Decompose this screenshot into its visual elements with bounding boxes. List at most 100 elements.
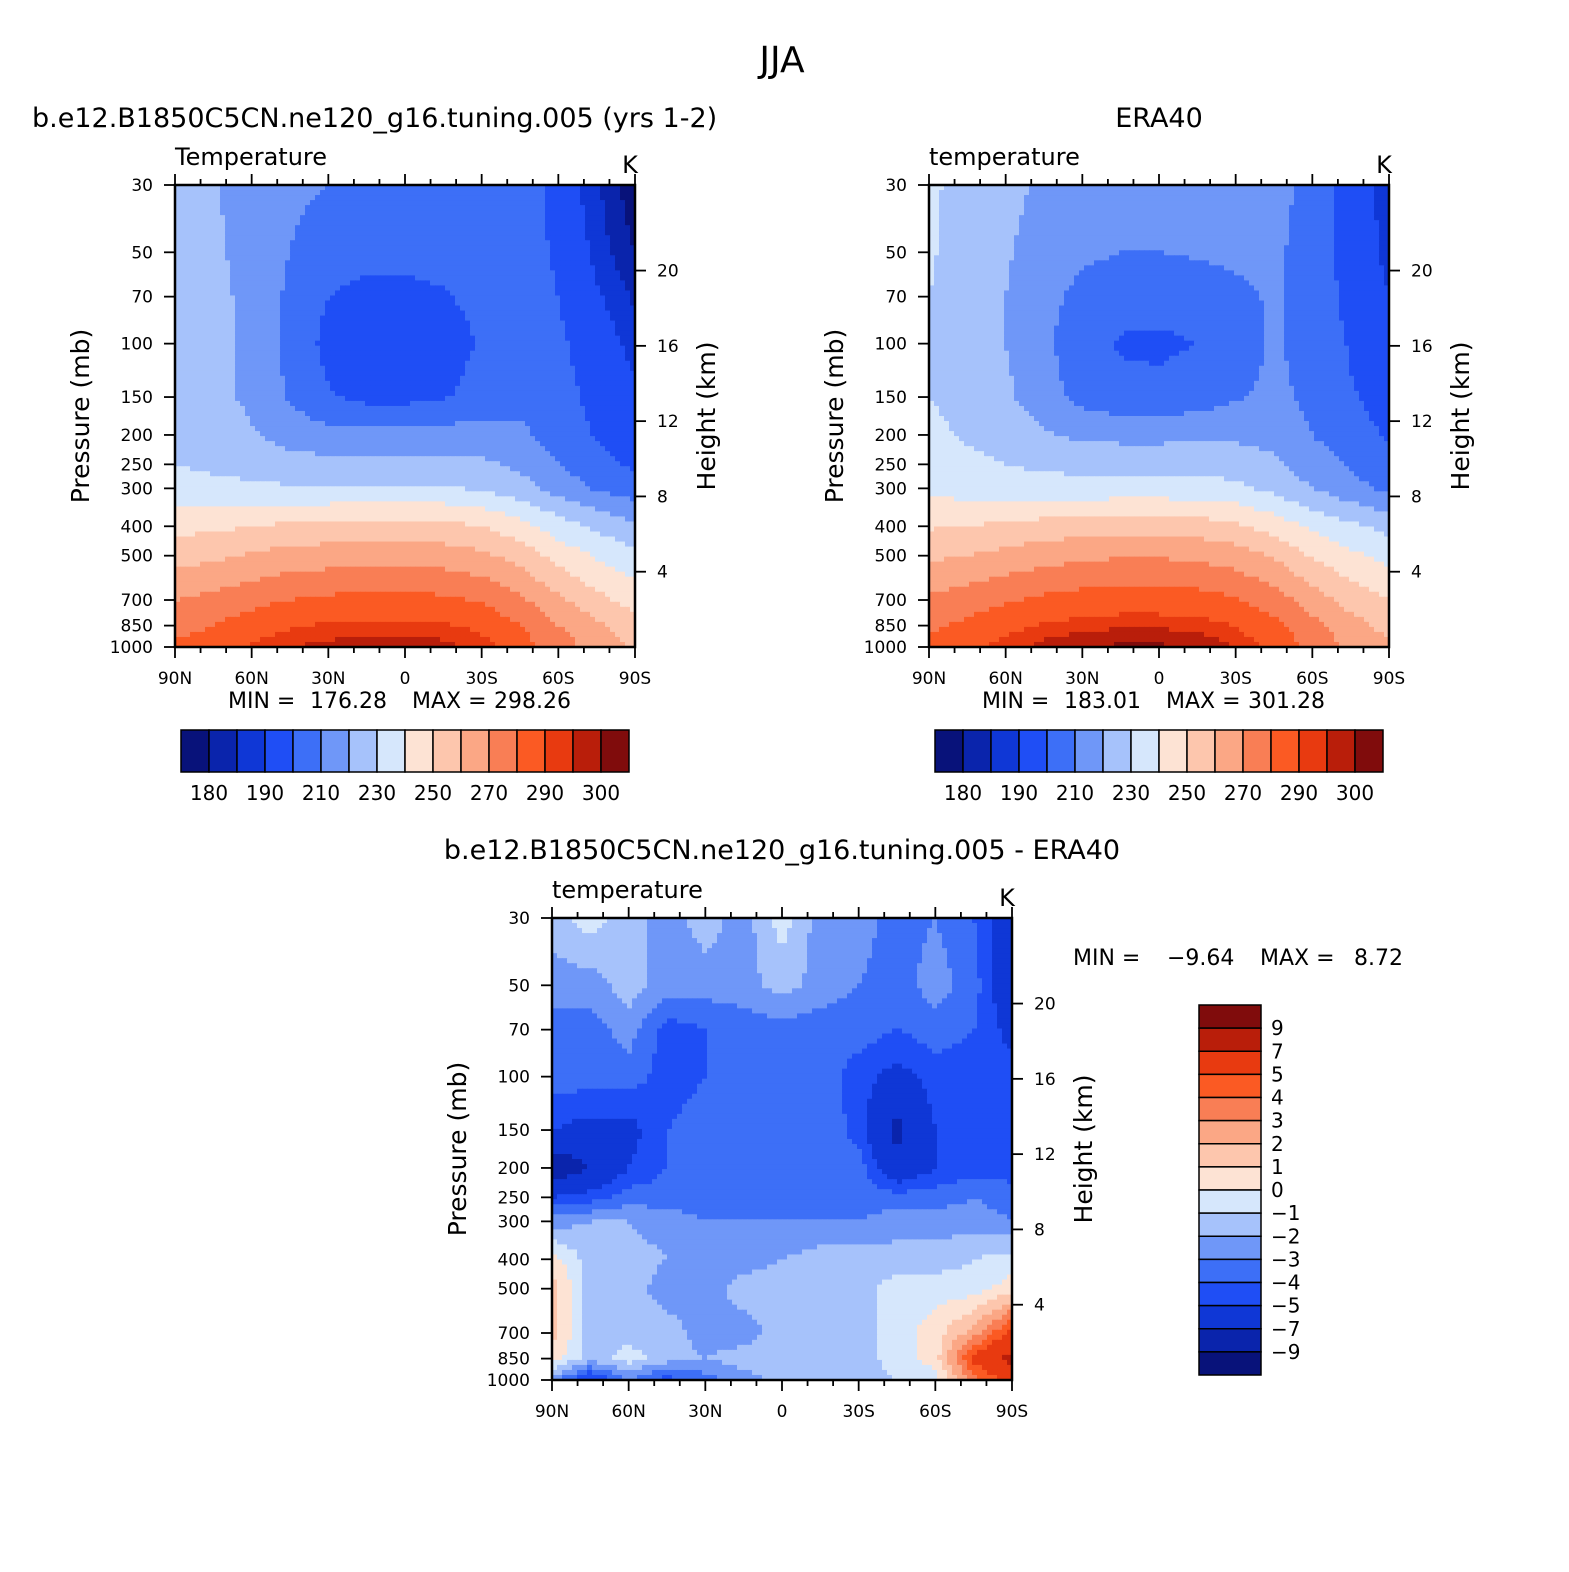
contour-cell: [320, 345, 326, 352]
contour-cell: [275, 235, 281, 241]
contour-cell: [485, 265, 491, 271]
contour-cell: [410, 446, 416, 452]
contour-cell: [495, 190, 501, 196]
contour-cell: [590, 190, 596, 196]
contour-cell: [225, 416, 231, 422]
contour-cell: [425, 220, 431, 226]
contour-cell: [210, 225, 216, 231]
contour-cell: [405, 385, 411, 392]
contour-cell: [630, 200, 636, 206]
contour-cell: [485, 260, 491, 266]
contour-cell: [265, 265, 271, 271]
contour-cell: [195, 456, 201, 462]
contour-cell: [580, 395, 586, 402]
contour-cell: [575, 280, 581, 287]
contour-cell: [285, 446, 291, 452]
contour-cell: [565, 370, 571, 377]
contour-cell: [205, 370, 211, 377]
contour-cell: [205, 451, 211, 457]
contour-cell: [570, 335, 576, 342]
contour-cell: [425, 265, 431, 271]
contour-cell: [285, 410, 291, 417]
contour-cell: [220, 330, 226, 337]
contour-cell: [200, 320, 206, 327]
contour-cell: [530, 330, 536, 337]
contour-cell: [575, 320, 581, 327]
contour-cell: [470, 441, 476, 447]
contour-cell: [435, 250, 441, 256]
contour-cell: [205, 360, 211, 367]
contour-cell: [325, 441, 331, 447]
contour-cell: [320, 200, 326, 206]
contour-cell: [235, 416, 241, 422]
contour-cell: [250, 235, 256, 241]
contour-fill: [175, 185, 636, 648]
contour-cell: [450, 451, 456, 457]
contour-cell: [235, 421, 241, 427]
contour-cell: [190, 315, 196, 322]
contour-cell: [380, 305, 386, 312]
contour-cell: [565, 325, 571, 332]
contour-cell: [485, 185, 491, 191]
contour-cell: [240, 421, 246, 427]
contour-cell: [590, 320, 596, 327]
contour-cell: [185, 250, 191, 256]
contour-cell: [430, 416, 436, 422]
contour-cell: [630, 421, 636, 427]
contour-cell: [500, 330, 506, 337]
contour-cell: [425, 320, 431, 327]
contour-cell: [495, 380, 501, 387]
contour-cell: [360, 265, 366, 271]
contour-cell: [510, 335, 516, 342]
contour-cell: [430, 215, 436, 221]
contour-cell: [495, 370, 501, 377]
contour-cell: [585, 230, 591, 236]
contour-cell: [310, 200, 316, 206]
contour-cell: [585, 255, 591, 261]
contour-cell: [475, 220, 481, 226]
contour-cell: [205, 431, 211, 437]
contour-cell: [500, 315, 506, 322]
contour-cell: [285, 240, 291, 246]
contour-cell: [450, 441, 456, 447]
contour-cell: [520, 380, 526, 387]
contour-cell: [595, 446, 601, 452]
contour-cell: [315, 375, 321, 382]
contour-cell: [420, 210, 426, 216]
contour-cell: [445, 245, 451, 251]
contour-cell: [340, 375, 346, 382]
contour-cell: [605, 446, 611, 452]
contour-cell: [230, 320, 236, 327]
contour-cell: [230, 205, 236, 211]
contour-cell: [535, 345, 541, 352]
contour-cell: [230, 225, 236, 231]
contour-cell: [190, 395, 196, 402]
contour-cell: [240, 320, 246, 327]
contour-cell: [500, 436, 506, 442]
contour-cell: [490, 395, 496, 402]
contour-cell: [250, 305, 256, 312]
contour-cell: [295, 300, 301, 307]
contour-cell: [555, 200, 561, 206]
contour-cell: [220, 456, 226, 462]
contour-cell: [470, 340, 476, 347]
contour-cell: [420, 250, 426, 256]
contour-cell: [455, 315, 461, 322]
contour-cell: [575, 436, 581, 442]
contour-cell: [630, 441, 636, 447]
contour-cell: [235, 230, 241, 236]
contour-cell: [490, 315, 496, 322]
contour-cell: [585, 410, 591, 417]
contour-cell: [320, 365, 326, 372]
contour-cell: [275, 431, 281, 437]
contour-cell: [320, 220, 326, 226]
contour-cell: [435, 380, 441, 387]
contour-cell: [345, 275, 351, 282]
contour-cell: [555, 190, 561, 196]
contour-cell: [460, 260, 466, 266]
contour-cell: [510, 416, 516, 422]
contour-cell: [390, 195, 396, 201]
contour-cell: [320, 290, 326, 297]
contour-cell: [595, 275, 601, 282]
contour-cell: [585, 270, 591, 276]
